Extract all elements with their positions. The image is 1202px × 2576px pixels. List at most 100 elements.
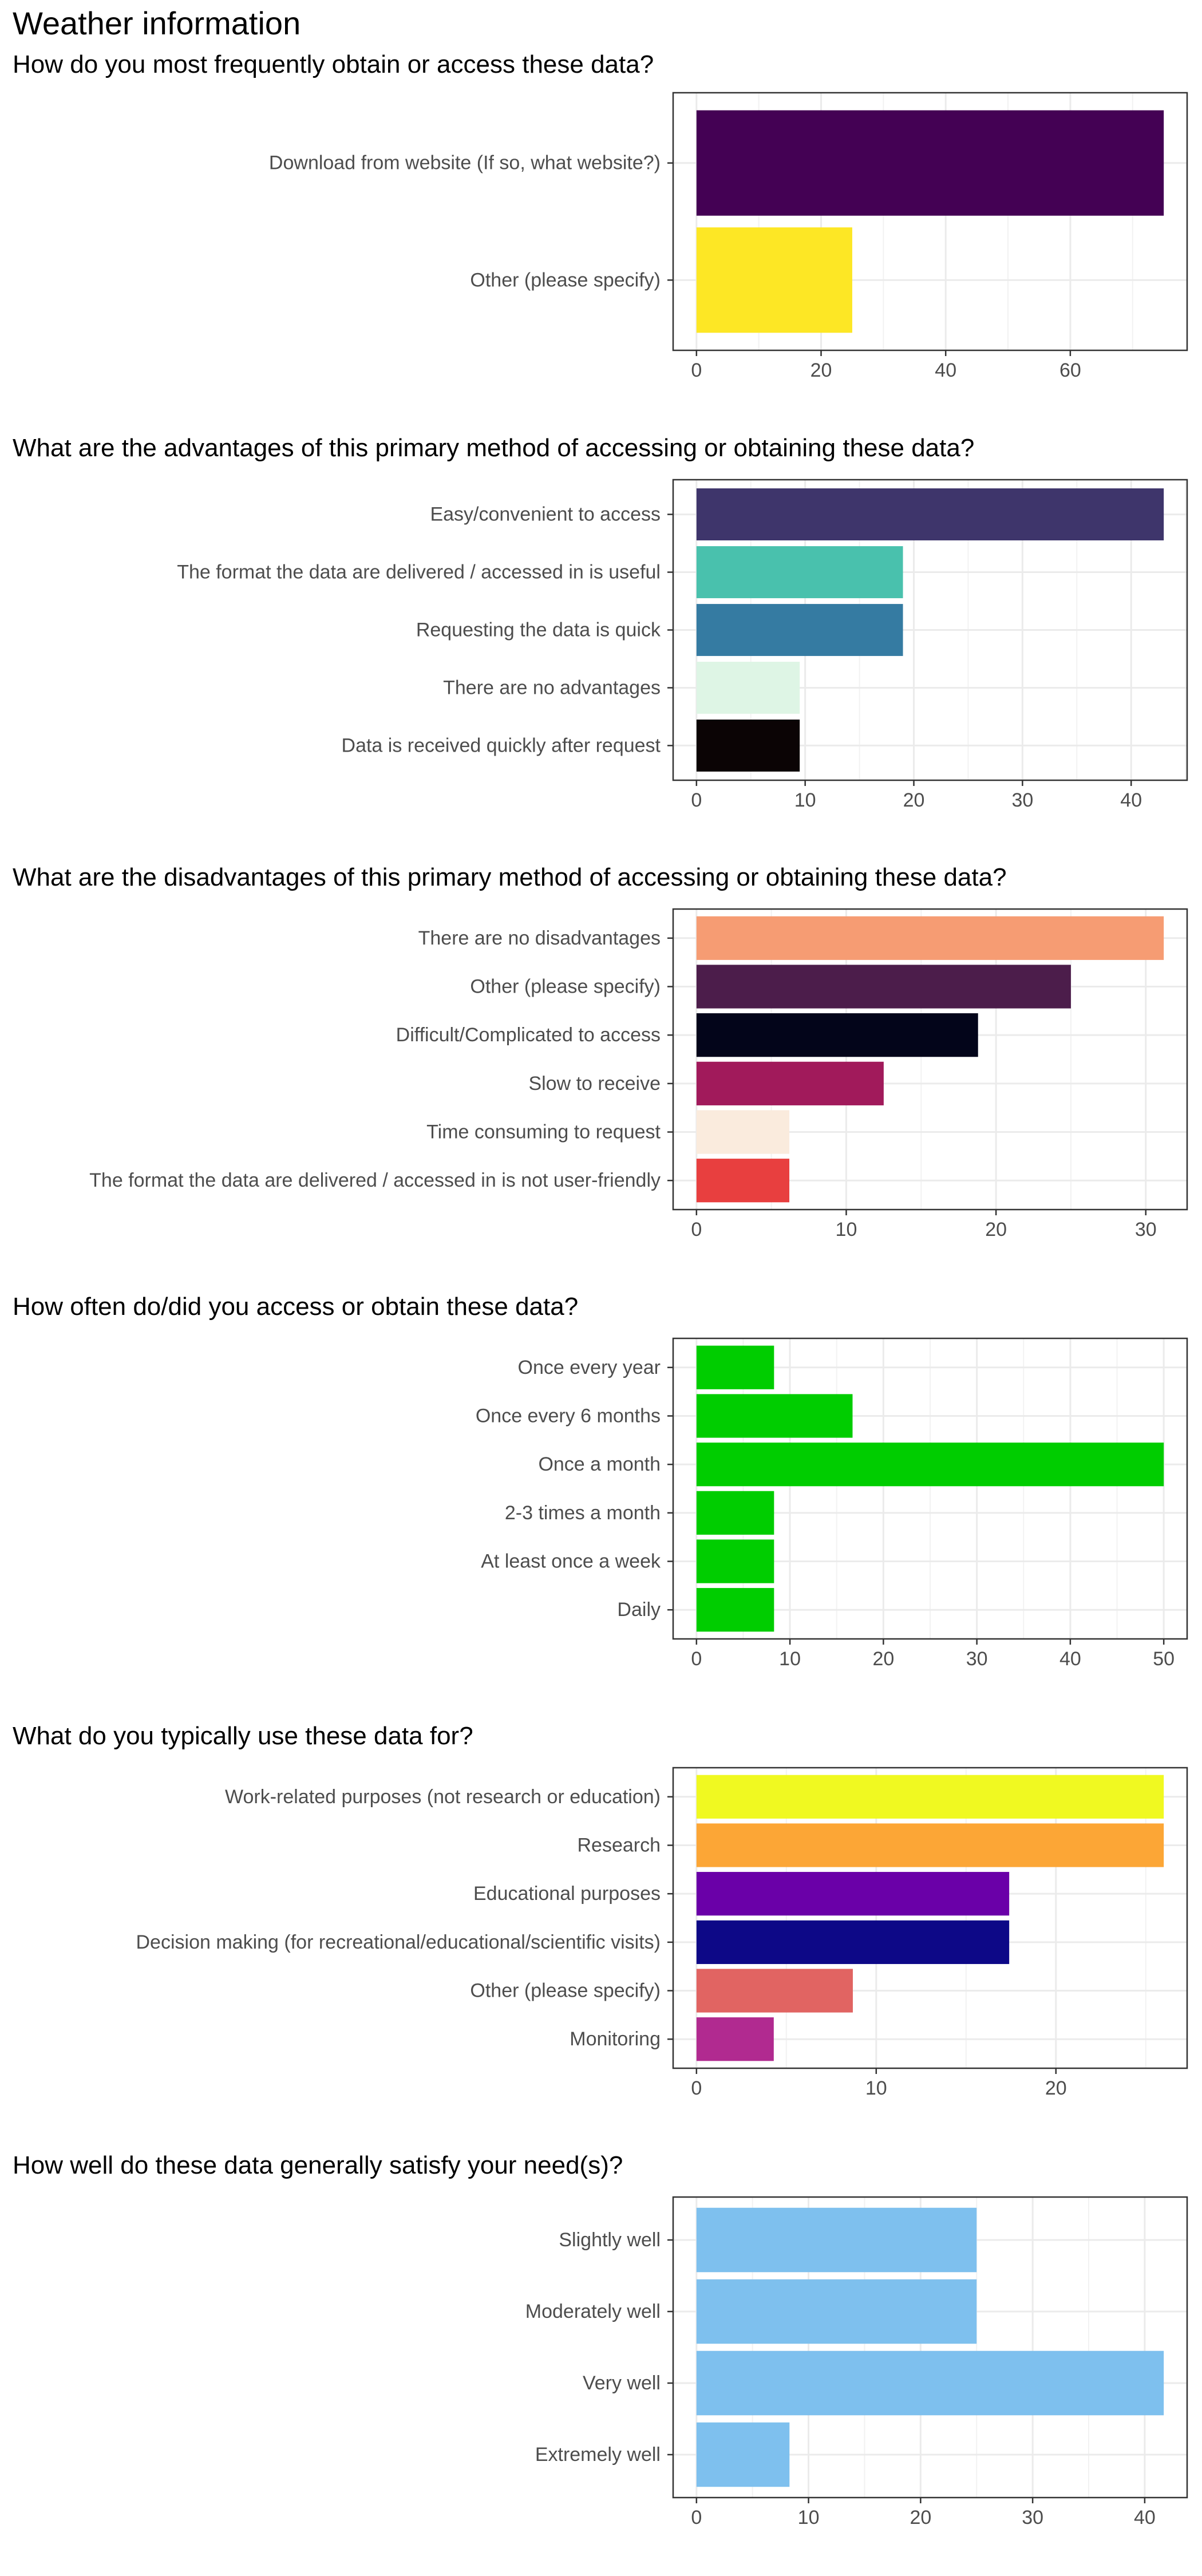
x-tick-label: 40 xyxy=(935,359,956,381)
category-label: Download from website (If so, what websi… xyxy=(269,152,661,174)
bar xyxy=(696,546,903,598)
category-label: Time consuming to request xyxy=(426,1121,661,1143)
category-label: 2-3 times a month xyxy=(505,1502,661,1524)
page-title: Weather information xyxy=(13,5,301,41)
bar xyxy=(696,1443,1164,1487)
x-tick-label: 0 xyxy=(691,359,702,381)
category-label: Once every year xyxy=(518,1357,661,1378)
plot-border xyxy=(672,92,1188,351)
bar xyxy=(696,965,1071,1009)
category-label: Other (please specify) xyxy=(470,269,661,291)
bar xyxy=(696,1061,884,1105)
bar xyxy=(696,1588,774,1632)
category-label: Other (please specify) xyxy=(470,975,661,997)
bar xyxy=(696,1920,1010,1964)
bar xyxy=(696,1823,1164,1867)
x-tick-label: 10 xyxy=(779,1648,801,1670)
bar xyxy=(696,1872,1010,1916)
x-tick-label: 30 xyxy=(1135,1219,1157,1240)
bar xyxy=(696,2422,790,2487)
category-label: Easy/convenient to access xyxy=(430,504,661,526)
category-label: Research xyxy=(577,1834,661,1856)
x-tick-label: 30 xyxy=(966,1648,988,1670)
x-tick-label: 40 xyxy=(1120,789,1142,811)
chart-title: What are the disadvantages of this prima… xyxy=(13,863,1007,891)
bar xyxy=(696,1394,853,1438)
bar xyxy=(696,1969,853,2013)
bar xyxy=(696,2279,977,2344)
bar xyxy=(696,719,800,772)
category-label: Work-related purposes (not research or e… xyxy=(225,1786,661,1808)
x-tick-label: 30 xyxy=(1022,2507,1043,2528)
x-tick-label: 0 xyxy=(691,2077,702,2099)
chart-title: How do you most frequently obtain or acc… xyxy=(13,50,654,78)
bar xyxy=(696,1159,790,1203)
x-tick-label: 30 xyxy=(1011,789,1033,811)
chart-2: Easy/convenient to access The format the … xyxy=(177,479,1188,811)
category-label: Data is received quickly after request xyxy=(342,734,661,756)
chart-title: How well do these data generally satisfy… xyxy=(13,2151,623,2179)
category-label: Moderately well xyxy=(525,2301,661,2322)
bar xyxy=(696,604,903,656)
x-tick-label: 0 xyxy=(691,2507,702,2528)
chart-title: What do you typically use these data for… xyxy=(13,1722,473,1750)
bar xyxy=(696,662,800,714)
category-label: Monitoring xyxy=(570,2028,661,2050)
category-label: Slightly well xyxy=(559,2229,661,2251)
category-label: Slow to receive xyxy=(528,1073,661,1095)
category-label: Difficult/Complicated to access xyxy=(396,1024,661,1046)
bar xyxy=(696,2350,1164,2416)
x-tick-label: 10 xyxy=(798,2507,820,2528)
bar xyxy=(696,1539,774,1583)
x-tick-label: 20 xyxy=(910,2507,931,2528)
bar xyxy=(696,1013,978,1057)
x-tick-label: 20 xyxy=(903,789,925,811)
category-label: There are no advantages xyxy=(443,677,661,698)
x-tick-label: 20 xyxy=(985,1219,1007,1240)
plot-border xyxy=(672,1337,1188,1640)
bar xyxy=(696,2017,774,2061)
category-label: Decision making (for recreational/educat… xyxy=(136,1931,661,1953)
category-label: There are no disadvantages xyxy=(418,927,661,949)
x-tick-label: 0 xyxy=(691,1219,702,1240)
category-label: Once every 6 months xyxy=(476,1405,661,1427)
category-label: Educational purposes xyxy=(473,1883,661,1905)
x-tick-label: 10 xyxy=(794,789,816,811)
bar xyxy=(696,488,1164,541)
x-tick-label: 20 xyxy=(872,1648,894,1670)
x-tick-label: 40 xyxy=(1059,1648,1081,1670)
x-tick-label: 50 xyxy=(1153,1648,1175,1670)
x-tick-label: 20 xyxy=(1045,2077,1067,2099)
category-label: At least once a week xyxy=(481,1551,661,1573)
x-tick-label: 60 xyxy=(1059,359,1081,381)
x-tick-label: 40 xyxy=(1134,2507,1156,2528)
bar xyxy=(696,1491,774,1535)
category-label: Daily xyxy=(617,1599,661,1621)
category-label: Once a month xyxy=(538,1453,661,1475)
bar xyxy=(696,2207,977,2273)
bar xyxy=(696,1775,1164,1819)
chart-1: Download from website (If so, what websi… xyxy=(269,92,1188,381)
x-tick-label: 10 xyxy=(836,1219,857,1240)
category-label: Extremely well xyxy=(535,2444,661,2466)
x-tick-label: 20 xyxy=(810,359,832,381)
bar xyxy=(696,916,1164,960)
category-label: Requesting the data is quick xyxy=(416,619,661,641)
x-tick-label: 0 xyxy=(691,789,702,811)
x-tick-label: 0 xyxy=(691,1648,702,1670)
chart-3: There are no disadvantages Other (please … xyxy=(89,908,1188,1240)
category-label: Very well xyxy=(583,2372,661,2394)
bar xyxy=(696,1110,790,1154)
chart-title: What are the advantages of this primary … xyxy=(13,434,975,462)
chart-6: Slightly well Moderately well Very well Ext… xyxy=(525,2196,1188,2528)
bar xyxy=(696,1345,774,1389)
x-tick-label: 10 xyxy=(865,2077,887,2099)
bar xyxy=(696,110,1164,216)
plot-border xyxy=(672,908,1188,1211)
chart-title: How often do/did you access or obtain th… xyxy=(13,1293,579,1321)
plot-border xyxy=(672,1767,1188,2069)
bar xyxy=(696,227,852,333)
category-label: The format the data are delivered / acce… xyxy=(177,562,661,583)
chart-5: Work-related purposes (not research or e… xyxy=(136,1767,1188,2099)
